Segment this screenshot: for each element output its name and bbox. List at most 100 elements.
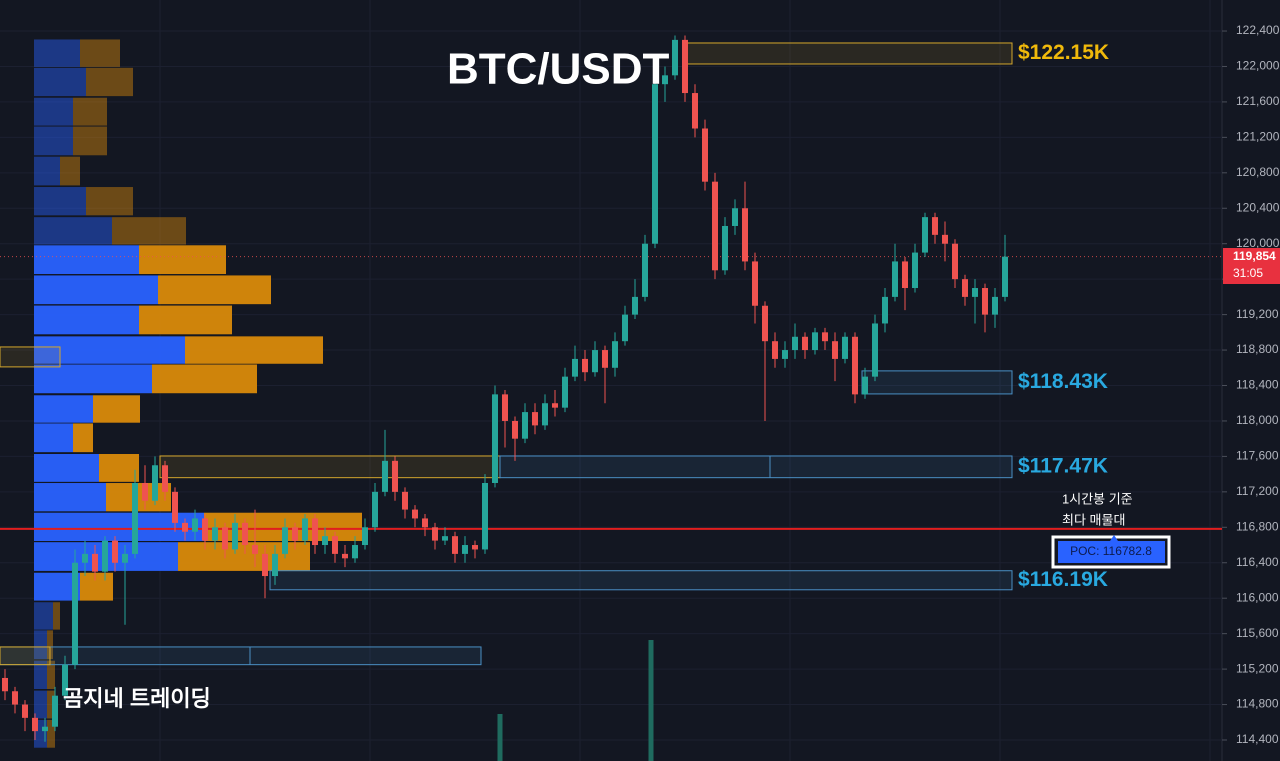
candle-body — [122, 553, 128, 563]
candle-body — [992, 296, 998, 315]
profile-buy — [34, 187, 86, 216]
profile-sell — [80, 39, 120, 67]
candle-body — [22, 704, 28, 718]
profile-sell — [178, 542, 310, 571]
chart-title: BTC/USDT — [447, 45, 670, 94]
profile-sell — [73, 97, 107, 126]
candle-body — [542, 403, 548, 426]
candle-body — [142, 482, 148, 501]
profile-buy — [34, 512, 204, 542]
y-tick-label: 122,000 — [1236, 59, 1280, 73]
candle-body — [532, 412, 538, 426]
candle-body — [692, 93, 698, 129]
zone-label: $116.19K — [1018, 568, 1108, 591]
candle-body — [782, 350, 788, 359]
profile-buy — [34, 336, 185, 364]
y-tick-label: 118,800 — [1236, 342, 1279, 356]
candle-body — [512, 420, 518, 439]
profile-sell — [158, 275, 271, 305]
candle-body — [522, 412, 528, 439]
candle-body — [132, 482, 138, 554]
candle-body — [312, 518, 318, 546]
candle-body — [362, 527, 368, 546]
candle-body — [972, 288, 978, 297]
candle-body — [2, 677, 8, 692]
candle-body — [702, 128, 708, 182]
zone-label: $122.15K — [1018, 41, 1109, 64]
profile-buy — [34, 126, 73, 156]
candle-body — [862, 376, 868, 395]
candle-body — [552, 403, 558, 408]
countdown: 31:05 — [1233, 266, 1263, 280]
candle-body — [492, 394, 498, 483]
poc-frame — [1051, 535, 1171, 569]
candle-body — [422, 518, 428, 528]
profile-buy — [34, 690, 47, 719]
profile-buy — [34, 39, 80, 67]
candle-body — [202, 518, 208, 541]
annotation: 최다 매물대 — [1062, 512, 1125, 527]
candle-body — [12, 691, 18, 705]
profile-sell — [86, 187, 133, 216]
candle-body — [352, 545, 358, 559]
candle-body — [902, 261, 908, 289]
candle-body — [72, 562, 78, 665]
candle-body — [632, 296, 638, 315]
candle-body — [742, 208, 748, 262]
y-tick-label: 121,600 — [1236, 94, 1280, 108]
candle-body — [252, 545, 258, 554]
candle-body — [622, 314, 628, 342]
candle-body — [52, 695, 58, 727]
candle-body — [452, 536, 458, 554]
vertical-grid — [159, 0, 1211, 761]
profile-sell — [53, 602, 60, 630]
y-tick-label: 116,400 — [1236, 555, 1279, 569]
candle-body — [192, 518, 198, 532]
profile-sell — [47, 719, 55, 748]
zone — [0, 646, 51, 666]
candle-body — [762, 305, 768, 342]
candle-body — [182, 522, 188, 532]
candle-body — [32, 717, 38, 732]
candle-body — [752, 261, 758, 306]
price-tag — [1223, 248, 1280, 284]
y-tick-label: 120,000 — [1236, 236, 1280, 250]
candle-body — [952, 243, 958, 280]
candle-body — [442, 536, 448, 541]
y-tick-label: 121,200 — [1236, 130, 1280, 144]
y-tick-label: 115,200 — [1236, 661, 1279, 675]
candle-body — [592, 350, 598, 373]
poc-pointer — [1110, 535, 1118, 541]
profile-buy — [34, 156, 60, 186]
zone — [499, 455, 1013, 479]
candle-body — [162, 465, 168, 492]
zone — [159, 455, 501, 479]
y-tick-label: 116,800 — [1236, 519, 1279, 533]
candle-body — [212, 527, 218, 541]
zone-label: $118.43K — [1018, 370, 1108, 393]
candle-body — [712, 181, 718, 271]
candle-body — [392, 460, 398, 492]
profile-sell — [47, 690, 55, 719]
y-tick-label: 115,600 — [1236, 626, 1279, 640]
candle-body — [502, 394, 508, 421]
candle-body — [882, 296, 888, 324]
volume-bar — [648, 640, 654, 761]
candle-body — [872, 323, 878, 377]
candle-body — [172, 491, 178, 523]
candle-body — [802, 336, 808, 351]
profile-sell — [60, 156, 80, 186]
profile-buy — [34, 602, 53, 630]
profile-buy — [34, 395, 93, 423]
y-tick-label: 114,400 — [1236, 732, 1279, 746]
candle-body — [612, 341, 618, 368]
candle-body — [672, 39, 678, 76]
candle-body — [602, 350, 608, 368]
candle-body — [772, 341, 778, 359]
annotation: 1시간봉 기준 — [1062, 491, 1133, 506]
candle-body — [832, 341, 838, 359]
zone — [269, 570, 1013, 591]
y-tick-label: 120,800 — [1236, 165, 1280, 179]
candle-body — [152, 465, 158, 501]
